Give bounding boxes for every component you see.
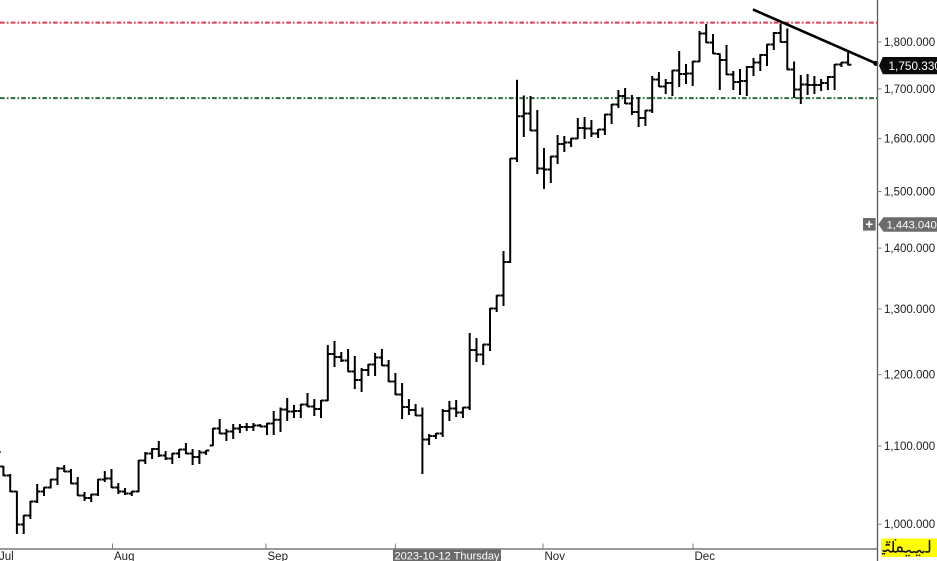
svg-text:1,800.000: 1,800.000 <box>884 37 935 49</box>
svg-text:1,600.000: 1,600.000 <box>884 134 935 146</box>
svg-text:Aug: Aug <box>114 551 134 561</box>
svg-text:2023-10-12 Thursday: 2023-10-12 Thursday <box>395 550 500 561</box>
svg-text:Nov: Nov <box>545 551 566 561</box>
svg-text:1,100.000: 1,100.000 <box>884 441 935 453</box>
svg-text:1,300.000: 1,300.000 <box>884 304 935 316</box>
svg-text:Jul: Jul <box>0 551 14 561</box>
svg-text:1,443.040: 1,443.040 <box>887 220 937 232</box>
svg-text:1,000.000: 1,000.000 <box>884 519 935 531</box>
svg-text:1,750.330: 1,750.330 <box>889 59 937 73</box>
svg-text:Sep: Sep <box>268 551 288 561</box>
svg-text:1,700.000: 1,700.000 <box>884 84 935 96</box>
svg-text:1,400.000: 1,400.000 <box>884 243 935 255</box>
svg-text:1,200.000: 1,200.000 <box>884 370 935 382</box>
svg-text:Dec: Dec <box>695 551 716 561</box>
svg-text:1,500.000: 1,500.000 <box>884 187 935 199</box>
